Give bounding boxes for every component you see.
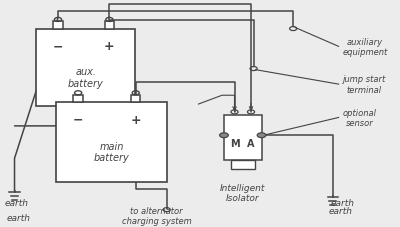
FancyBboxPatch shape (56, 102, 167, 182)
Text: +: + (130, 114, 141, 126)
Text: +: + (104, 40, 115, 53)
Text: earth: earth (5, 199, 29, 207)
Text: −: − (73, 114, 84, 126)
Text: to alternator
charging system: to alternator charging system (122, 206, 192, 225)
Text: jump start
terminal: jump start terminal (342, 75, 386, 94)
Text: Intelligent
Isolator: Intelligent Isolator (220, 183, 266, 202)
Circle shape (257, 133, 266, 138)
FancyBboxPatch shape (36, 30, 135, 107)
Circle shape (220, 133, 228, 138)
Text: main
battery: main battery (94, 141, 129, 163)
Text: earth: earth (329, 206, 353, 215)
Text: aux.
battery: aux. battery (68, 67, 104, 88)
FancyBboxPatch shape (74, 95, 83, 102)
FancyBboxPatch shape (224, 116, 262, 160)
FancyBboxPatch shape (105, 22, 114, 30)
Text: optional
sensor: optional sensor (342, 108, 376, 128)
Text: A: A (247, 138, 255, 148)
Text: −: − (53, 40, 63, 53)
Text: earth: earth (7, 213, 31, 222)
FancyBboxPatch shape (53, 22, 63, 30)
Text: earth: earth (331, 199, 355, 207)
Text: M: M (230, 138, 239, 148)
Text: auxiliary
equipment: auxiliary equipment (342, 37, 388, 57)
FancyBboxPatch shape (131, 95, 140, 102)
FancyBboxPatch shape (230, 160, 255, 170)
